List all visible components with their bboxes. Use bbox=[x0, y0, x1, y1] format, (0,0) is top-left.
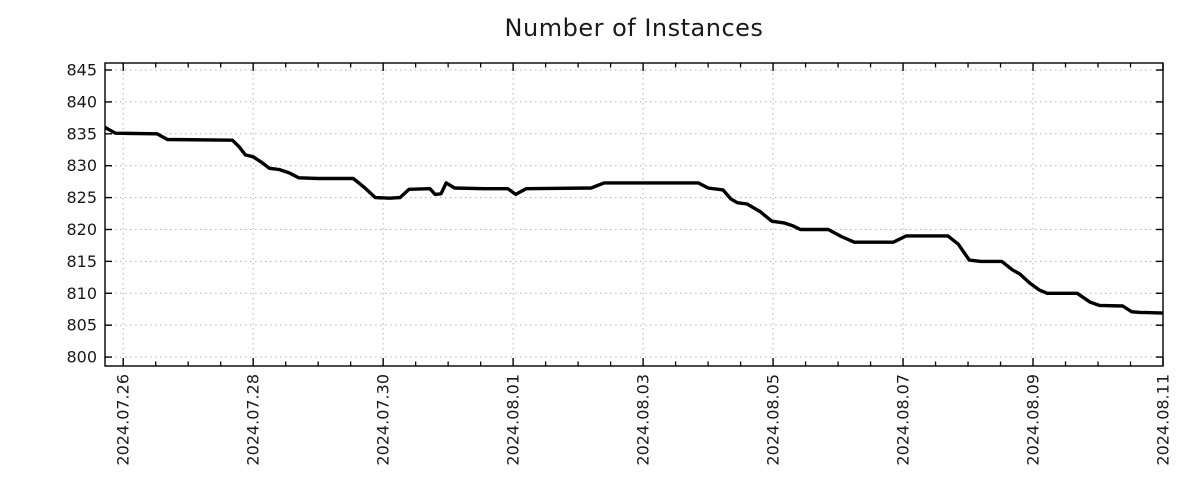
x-tick-label: 2024.08.05 bbox=[764, 374, 783, 466]
y-tick-label: 845 bbox=[66, 61, 97, 80]
y-tick-label: 825 bbox=[66, 188, 97, 207]
data-line-instances bbox=[104, 125, 1164, 315]
y-tick-label: 800 bbox=[66, 348, 97, 367]
y-tick-label: 840 bbox=[66, 92, 97, 111]
x-tick-label: 2024.08.01 bbox=[504, 374, 523, 466]
y-tick-label: 835 bbox=[66, 124, 97, 143]
y-tick-label: 805 bbox=[66, 316, 97, 335]
x-tick-label: 2024.08.11 bbox=[1154, 374, 1173, 466]
x-tick-label: 2024.07.30 bbox=[374, 374, 393, 466]
chart-title: Number of Instances bbox=[504, 14, 764, 42]
x-tick-label: 2024.08.03 bbox=[634, 374, 653, 466]
x-tick-label: 2024.07.26 bbox=[114, 374, 133, 466]
x-tick-label: 2024.08.09 bbox=[1024, 374, 1043, 466]
x-tick-label: 2024.07.28 bbox=[244, 374, 263, 466]
y-tick-label: 830 bbox=[66, 156, 97, 175]
y-tick-label: 810 bbox=[66, 284, 97, 303]
plot-border bbox=[104, 62, 1164, 367]
y-tick-label: 820 bbox=[66, 220, 97, 239]
y-tick-label: 815 bbox=[66, 252, 97, 271]
x-tick-label: 2024.08.07 bbox=[894, 374, 913, 466]
